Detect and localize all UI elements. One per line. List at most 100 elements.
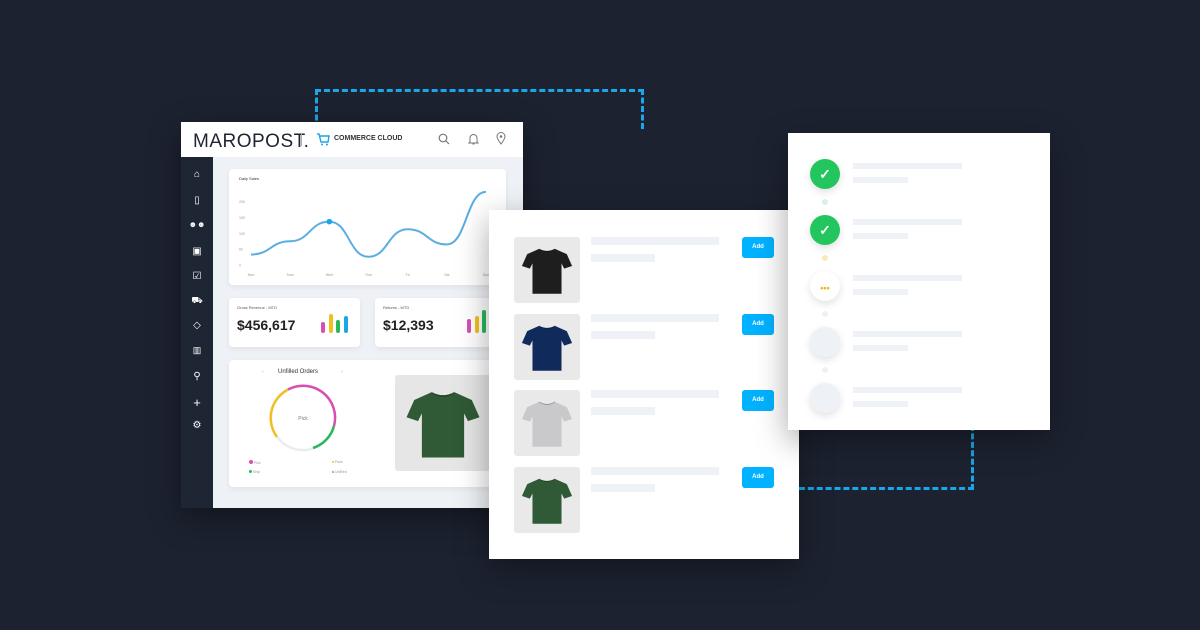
returns-card: Returns - MTD $12,393 (375, 298, 506, 347)
clipboard-check-icon[interactable]: ☑ (192, 271, 202, 282)
next-arrow[interactable]: › (341, 369, 343, 375)
placeholder-line (591, 313, 719, 322)
gear-icon[interactable]: ⚙ (192, 420, 202, 431)
tshirt-image (406, 391, 480, 458)
legend-item: Unfilled (332, 470, 347, 474)
bar-chart-icon[interactable]: ▥ (192, 345, 202, 355)
dashed-connector (315, 89, 644, 129)
x-tick-label: Wed (326, 273, 333, 277)
step-connector (822, 311, 828, 317)
prev-arrow[interactable]: ‹ (262, 369, 264, 375)
data-point (326, 218, 333, 225)
search-icon[interactable] (438, 133, 450, 145)
x-tick-label: Tues (286, 273, 294, 277)
y-tick-label: 200 (239, 200, 245, 204)
cart-icon (317, 133, 330, 146)
card-value: $456,617 (237, 317, 296, 333)
placeholder-line (591, 330, 655, 339)
donut-center-label: Pick (298, 416, 308, 422)
x-tick-label: Fri (406, 273, 410, 277)
step-complete-check-icon: ✓ (810, 159, 840, 189)
divider (301, 133, 302, 146)
placeholder-line (853, 177, 908, 183)
y-tick-label: 100 (239, 232, 245, 236)
step-complete-check-icon: ✓ (810, 215, 840, 245)
placeholder-line (853, 331, 962, 337)
chart-title: Daily Sales (239, 176, 260, 181)
tshirt-image (521, 477, 573, 524)
step-pending (810, 383, 840, 413)
donut-segment-ship (312, 425, 336, 450)
sales-line (250, 190, 487, 258)
users-icon[interactable]: ☻☻ (188, 220, 206, 229)
daily-sales-card: Daily Sales 0 50 100 150 200 Mon Tues Wed Thur Fr… (229, 169, 506, 285)
product-thumbnail (514, 390, 580, 456)
placeholder-line (853, 219, 962, 225)
location-pin-icon[interactable] (496, 132, 506, 145)
placeholder-line (853, 401, 908, 407)
product-name: COMMERCE CLOUD (334, 135, 403, 142)
placeholder-line (591, 407, 655, 415)
y-tick-label: 150 (239, 216, 245, 220)
orders-title: Unfilled Orders (278, 369, 319, 375)
x-tick-label: Thur (365, 273, 373, 277)
product-thumbnail (514, 237, 580, 303)
step-in-progress-ellipsis-icon: ••• (810, 271, 840, 301)
donut-segment-pack (269, 388, 289, 438)
add-button[interactable]: Add (742, 237, 774, 258)
card-value: $12,393 (383, 317, 434, 333)
gift-icon[interactable]: ▣ (192, 246, 202, 257)
mini-bar (467, 319, 471, 333)
step-connector (822, 255, 828, 261)
tshirt-image (521, 401, 573, 447)
product-image (395, 375, 491, 471)
x-tick-label: Mon (248, 273, 255, 277)
products-panel: Add Add Add Add (489, 210, 799, 559)
home-icon[interactable]: ⌂ (193, 169, 201, 180)
placeholder-line (853, 289, 908, 295)
add-button[interactable]: Add (742, 313, 774, 335)
placeholder-line (591, 390, 719, 398)
tag-icon[interactable]: ◇ (193, 320, 201, 331)
mini-bar (474, 315, 479, 333)
document-icon[interactable]: ▯ (194, 195, 200, 206)
y-tick-label: 50 (239, 248, 243, 252)
mini-bar (482, 310, 486, 333)
step-connector (822, 367, 828, 373)
sidebar: ⌂ ▯ ☻☻ ▣ ☑ ⛟ ◇ ▥ ⚲ + ⚙ (181, 157, 213, 508)
add-button[interactable]: Add (742, 390, 774, 411)
placeholder-line (853, 275, 962, 281)
x-tick-label: Sun (483, 273, 489, 277)
card-label: Returns - MTD (383, 305, 410, 310)
placeholder-line (591, 466, 719, 475)
tshirt-image (521, 248, 573, 294)
truck-icon[interactable]: ⛟ (191, 295, 203, 305)
search-icon[interactable]: ⚲ (193, 371, 201, 382)
status-panel: ✓ ✓ ••• (788, 133, 1050, 430)
brand-logo: MAROPOST. (193, 131, 310, 152)
mini-bar (343, 316, 348, 333)
placeholder-line (853, 345, 908, 351)
y-tick-label: 0 (239, 264, 241, 268)
placeholder-line (853, 163, 962, 169)
donut-segment-pick (287, 384, 337, 427)
placeholder-line (591, 483, 655, 492)
add-button[interactable]: Add (742, 466, 774, 488)
placeholder-line (853, 387, 962, 393)
step-pending (810, 327, 840, 357)
product-thumbnail (514, 313, 580, 380)
mini-bar-chart (321, 313, 351, 333)
mini-bar (336, 320, 340, 333)
donut-chart: Pick (269, 384, 337, 452)
x-tick-label: Sat (444, 273, 449, 277)
gross-revenue-card: Gross Revenue - MTD $456,617 (229, 298, 360, 347)
legend-item: Ship (249, 470, 260, 474)
bell-icon[interactable] (468, 133, 479, 145)
dashed-connector (790, 425, 974, 490)
legend-item: Pick (249, 460, 261, 465)
tshirt-image (521, 324, 573, 371)
mini-bar (328, 314, 333, 333)
mini-bar (321, 322, 325, 333)
unfilled-orders-card: ‹ Unfilled Orders › Pick Pick Pack Ship … (229, 360, 506, 487)
plus-icon[interactable]: + (193, 395, 201, 410)
